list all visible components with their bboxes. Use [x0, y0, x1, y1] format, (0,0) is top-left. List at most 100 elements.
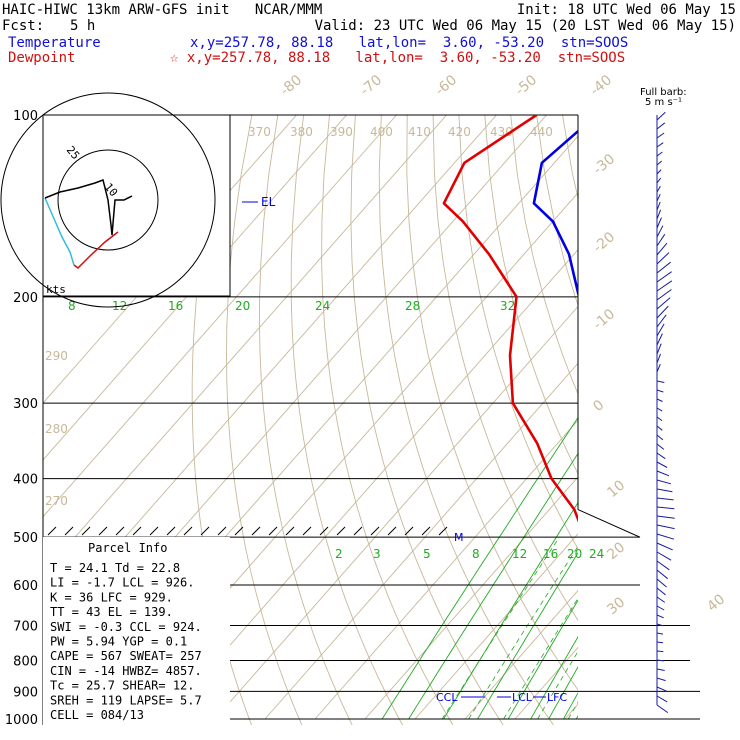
- parcel-info-row: SREH = 119 LAPSE= 5.7: [50, 693, 202, 707]
- wind-barb: [656, 169, 662, 175]
- wind-barb: [656, 632, 664, 635]
- mixing-ratio-line: [563, 692, 578, 720]
- dry-adiabat-line: [718, 115, 740, 732]
- wind-barb: [656, 686, 667, 692]
- hatch-tick: [353, 526, 363, 536]
- wind-barb: [656, 515, 675, 519]
- hodograph-trace-low: [73, 231, 119, 269]
- wind-barb: [656, 452, 666, 460]
- mixing-ratio-label: 8: [68, 299, 76, 313]
- dry-adiabat-line: [458, 115, 578, 550]
- temperature-legend: Temperature: [8, 35, 101, 51]
- wind-barb: [656, 122, 666, 130]
- isotherm-label: 30: [604, 594, 628, 618]
- temperature-probe: x,y=257.78, 88.18 lat,lon= 3.60, -53.20 …: [190, 35, 629, 51]
- dry-adiabat-line: [692, 115, 740, 732]
- wind-barb: [656, 524, 675, 530]
- hatch-tick: [421, 526, 431, 536]
- mixing-ratio-label: 20: [567, 547, 582, 561]
- parcel-info-box: [43, 537, 230, 725]
- wind-barb: [656, 271, 672, 283]
- parcel-info-row: K = 36 LFC = 929.: [50, 590, 173, 604]
- temperature-profile: [532, 129, 578, 299]
- mixing-ratio-label: 24: [589, 547, 604, 561]
- mixing-ratio-label: 8: [472, 547, 480, 561]
- wind-barb: [656, 111, 666, 121]
- wind-barb: [656, 160, 663, 166]
- wind-barb: [656, 280, 673, 292]
- wind-barb: [656, 434, 664, 441]
- wind-barb: [656, 569, 669, 580]
- lfc-marker-label: LFC: [547, 691, 567, 704]
- pressure-tick-label: 100: [13, 109, 38, 124]
- mixing-ratio-label: 3: [373, 547, 381, 561]
- forecast-label: Fcst:: [2, 18, 45, 34]
- theta-label: 390: [330, 125, 353, 139]
- hatch-tick: [183, 526, 193, 536]
- isotherm-label: -60: [432, 72, 460, 99]
- isotherm-line: [264, 362, 578, 720]
- wind-barb: [656, 323, 665, 337]
- parcel-info-row: Tc = 25.7 SHEAR= 12.: [50, 679, 195, 693]
- mixing-ratio-label: 16: [543, 547, 558, 561]
- wind-barb: [656, 677, 666, 682]
- wind-barb: [656, 209, 662, 220]
- wind-barb: [656, 398, 663, 402]
- wind-barb: [656, 389, 664, 393]
- wind-barb: [656, 289, 672, 301]
- model-title: HAIC-HIWC 13km ARW-GFS init NCAR/MMM: [2, 2, 323, 18]
- pressure-tick-label: 700: [13, 619, 38, 634]
- wind-barb: [656, 695, 668, 703]
- hatch-tick: [319, 526, 329, 536]
- dewpoint-profile: [442, 115, 578, 523]
- dry-adiabat-line: [406, 115, 578, 691]
- pressure-tick-label: 500: [13, 531, 38, 546]
- wind-barb: [656, 506, 675, 510]
- theta-label: 270: [45, 494, 68, 508]
- mixing-ratio-label: 28: [405, 299, 420, 313]
- parcel-info-row: CELL = 084/13: [50, 708, 144, 722]
- isotherm-line: [364, 476, 578, 720]
- hatch-tick: [115, 526, 125, 536]
- theta-label: 290: [45, 349, 68, 363]
- wind-barb: [656, 225, 664, 238]
- dry-adiabat-line: [588, 115, 740, 732]
- isotherm-label: 20: [604, 539, 628, 563]
- theta-label: 410: [408, 125, 431, 139]
- wind-barb: [656, 343, 662, 355]
- isotherm-line: [615, 115, 740, 719]
- dry-adiabat-line: [378, 115, 555, 725]
- hodograph-trace-high: [44, 179, 133, 236]
- parcel-info-row: T = 24.1 Td = 22.8: [50, 561, 180, 575]
- lcl-marker-label: LCL: [512, 691, 533, 704]
- el-marker-label: EL: [261, 195, 276, 209]
- wind-barb: [656, 132, 665, 139]
- mixing-ratio-label: 24: [315, 299, 330, 313]
- wind-barb: [656, 704, 669, 714]
- mixing-ratio-dashed-line: [441, 537, 560, 720]
- hatch-tick: [234, 526, 244, 536]
- theta-label: 280: [45, 422, 68, 436]
- dry-adiabat-line: [562, 115, 578, 200]
- hodograph-ring: [57, 149, 159, 251]
- hatch-tick: [268, 526, 278, 536]
- theta-label: 420: [448, 125, 471, 139]
- wind-barb: [656, 314, 667, 328]
- hatch-tick: [98, 526, 108, 536]
- pressure-tick-label: 400: [13, 473, 38, 488]
- dry-adiabat-line: [321, 115, 454, 725]
- wind-barb: [656, 641, 664, 644]
- m-marker-label: M: [454, 531, 464, 544]
- wind-barb: [656, 380, 665, 383]
- hatch-tick: [370, 526, 380, 536]
- wind-barb: [656, 416, 663, 422]
- wind-barb: [656, 533, 675, 540]
- wind-barb: [656, 151, 663, 157]
- hatch-tick: [438, 526, 448, 536]
- wind-barb: [656, 353, 661, 364]
- isotherm-line: [164, 249, 578, 720]
- isotherm-label: -70: [357, 72, 385, 99]
- wind-barb: [656, 497, 674, 501]
- wind-barb: [656, 461, 668, 468]
- hodograph-ring: [0, 92, 216, 308]
